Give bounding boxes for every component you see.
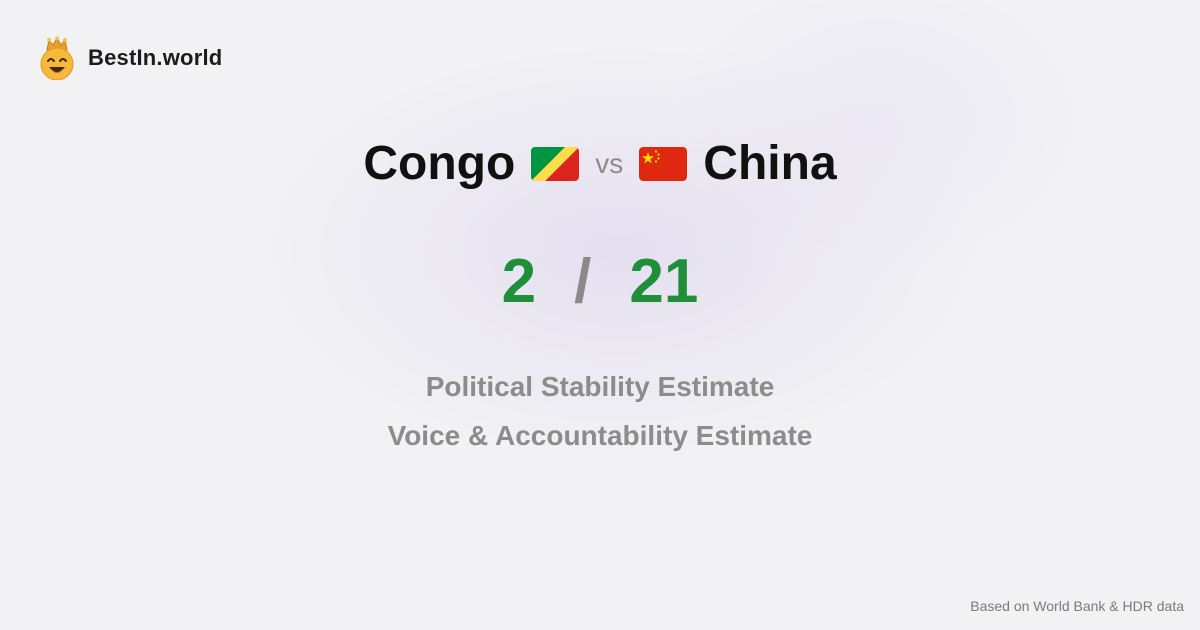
congo-flag-icon bbox=[531, 147, 580, 181]
left-score: 2 bbox=[501, 247, 537, 316]
metric-political-stability: Political Stability Estimate bbox=[425, 371, 775, 402]
left-country-name: Congo bbox=[363, 137, 516, 190]
score-row: 2 / 21 bbox=[0, 242, 1200, 322]
right-country-name: China bbox=[703, 137, 837, 190]
score-separator: / bbox=[574, 247, 592, 316]
metric-list: Political Stability Estimate Voice & Acc… bbox=[0, 362, 1200, 460]
vs-label: vs bbox=[595, 148, 624, 179]
metric-voice-accountability: Voice & Accountability Estimate bbox=[387, 420, 813, 451]
brand-name: BestIn.world bbox=[88, 45, 223, 70]
crown-smiley-icon bbox=[40, 36, 74, 80]
source-footnote: Based on World Bank & HDR data bbox=[970, 598, 1184, 614]
china-flag-icon bbox=[639, 147, 688, 181]
comparison-title: Congo vs China bbox=[0, 134, 1200, 194]
brand-header[interactable]: BestIn.world bbox=[38, 36, 222, 80]
right-score: 21 bbox=[629, 247, 699, 316]
